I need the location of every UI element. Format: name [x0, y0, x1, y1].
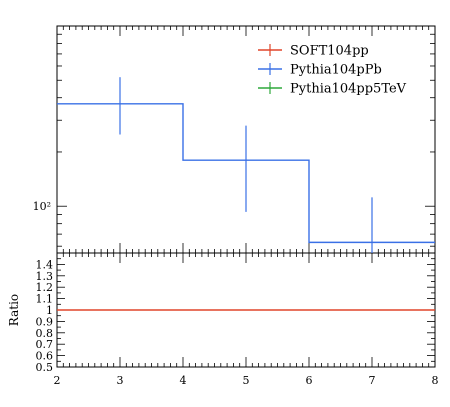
x-tick-label: 2 [54, 374, 61, 387]
x-tick-label: 8 [432, 374, 439, 387]
ratio-y-tick-label: 1.2 [36, 281, 54, 294]
ratio-y-axis-label: Ratio [7, 294, 21, 326]
ratio-y-tick-label: 0.8 [36, 327, 54, 340]
ratio-y-tick-label: 0.7 [36, 338, 54, 351]
ratio-y-tick-label: 1 [46, 304, 53, 317]
x-tick-label: 7 [369, 374, 376, 387]
legend-label: Pythia104pp5TeV [290, 82, 407, 97]
x-tick-label: 5 [243, 374, 250, 387]
legend-label: SOFT104pp [290, 44, 369, 59]
x-tick-label: 4 [180, 374, 187, 387]
main-y-tick-label: 10² [33, 200, 51, 213]
legend-label: Pythia104pPb [290, 63, 382, 78]
ratio-y-tick-label: 1.3 [36, 270, 54, 283]
ratio-y-tick-label: 0.6 [36, 350, 54, 363]
ratio-y-tick-label: 0.5 [36, 361, 54, 374]
x-tick-label: 3 [117, 374, 124, 387]
ratio-y-tick-label: 0.9 [36, 315, 54, 328]
ratio-y-tick-label: 1.4 [36, 258, 54, 271]
ratio-y-tick-label: 1.1 [36, 293, 54, 306]
x-tick-label: 6 [306, 374, 313, 387]
